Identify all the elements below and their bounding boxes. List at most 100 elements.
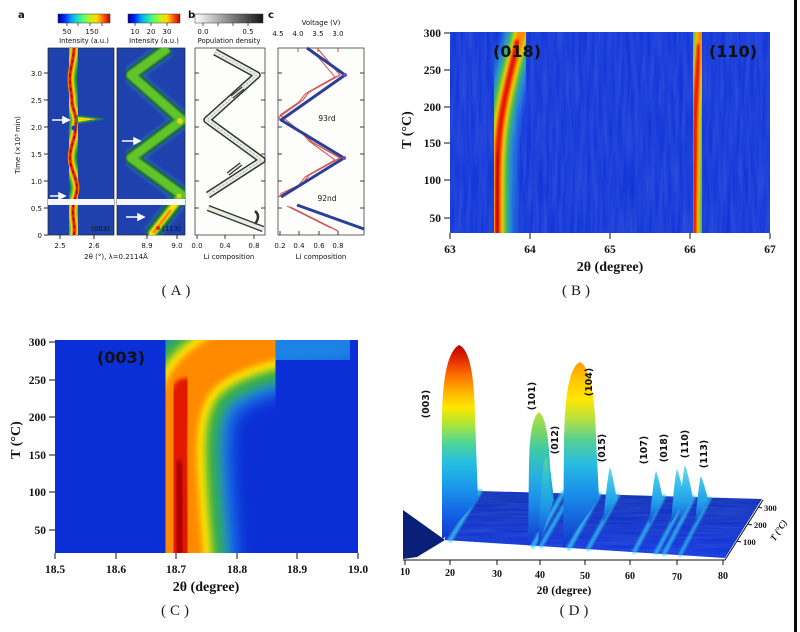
C-ytick-250: 250 <box>29 375 47 387</box>
population-colorbar <box>194 13 264 24</box>
population-tick-0.5: 0.5 <box>242 28 253 36</box>
heatmap-113-band <box>117 48 185 235</box>
electrochemistry-plot-background <box>277 47 365 236</box>
voltage-tick-4.5: 4.5 <box>272 30 283 38</box>
voltage-axis-label: Voltage (V) <box>302 19 341 27</box>
subpanel-c-label: c <box>268 10 274 21</box>
map2-x-ticks <box>146 235 178 239</box>
c-tick-0.8: 0.8 <box>332 242 343 250</box>
intensity-colorbar-2 <box>127 13 181 24</box>
C-ytick-150: 150 <box>29 450 47 462</box>
ridge-110 <box>679 465 693 521</box>
time-tick-3.0: 3.0 <box>31 70 42 78</box>
b-tick-0.0: 0.0 <box>191 242 202 250</box>
B-ytick-300: 300 <box>424 28 442 40</box>
caption-D: (D) <box>559 603 593 619</box>
population-side-ticks <box>195 72 265 239</box>
B-x-axis-label: 2θ (degree) <box>577 260 644 275</box>
voltage-tick-4.0: 4.0 <box>292 30 303 38</box>
D-depth-axis-label: T (°C) <box>768 518 789 543</box>
B-xtick-67: 67 <box>764 244 776 256</box>
C-ytick-200: 200 <box>29 412 47 424</box>
D-depth-tick-200: 200 <box>754 520 767 530</box>
D-xtick-40: 40 <box>535 570 545 581</box>
arrow-annotations-map1 <box>50 115 71 201</box>
time-tick-0.5: 0.5 <box>31 205 42 213</box>
time-tick-2.5: 2.5 <box>31 97 42 105</box>
B-y-ticks <box>444 32 450 219</box>
B-x-ticks <box>449 233 771 239</box>
B-xtick-66: 66 <box>684 244 696 256</box>
C-xtick-18.6: 18.6 <box>106 564 126 576</box>
time-tick-1.5: 1.5 <box>31 151 42 159</box>
c-side-ticks <box>278 72 364 235</box>
B-ytick-200: 200 <box>424 102 442 114</box>
C-x-ticks <box>54 553 359 559</box>
C-ytick-100: 100 <box>29 487 47 499</box>
intensity-colorbar-1 <box>57 13 111 24</box>
C-xtick-18.8: 18.8 <box>227 564 247 576</box>
panel-c-figure: (003) 300 250 200 150 100 50 18.5 18.6 1… <box>9 337 368 595</box>
c-tick-0.2: 0.2 <box>274 242 285 250</box>
colorbar-1-tick-150: 150 <box>85 28 98 36</box>
D-peak-label-012: (012) <box>550 426 561 455</box>
c-tick-0.4: 0.4 <box>293 242 305 250</box>
time-tick-0: 0 <box>38 232 42 240</box>
colorbar-2-tick-20: 20 <box>147 28 156 36</box>
caption-C: (C) <box>161 603 193 619</box>
curve-crossing-dot-upper <box>343 73 347 77</box>
b-tick-0.4: 0.4 <box>219 242 231 250</box>
population-tick-0.0: 0.0 <box>197 28 208 36</box>
D-peak-label-110: (110) <box>680 430 691 459</box>
D-xtick-80: 80 <box>718 571 728 582</box>
C-ytick-300: 300 <box>29 337 47 349</box>
D-x-axis-label: 2θ (degree) <box>537 585 592 597</box>
D-depth-axis-line <box>724 499 764 561</box>
C-xtick-18.5: 18.5 <box>45 564 65 576</box>
li-composition-curve <box>279 46 365 231</box>
subpanel-b-label: b <box>188 10 195 21</box>
D-depth-ticks <box>736 506 763 543</box>
D-xtick-50: 50 <box>580 571 590 582</box>
subpanel-a-label: a <box>18 10 25 21</box>
B-ytick-250: 250 <box>424 65 442 77</box>
D-x-ticks <box>404 560 724 565</box>
D-peak-label-104: (104) <box>584 368 595 397</box>
D-depth-tick-100: 100 <box>743 537 756 547</box>
D-xtick-60: 60 <box>625 571 635 582</box>
time-axis-ticks <box>44 72 48 236</box>
time-tick-2.0: 2.0 <box>31 124 42 132</box>
D-peak-label-018: (018) <box>659 434 670 463</box>
C-y-axis-label: T (°C) <box>9 421 24 459</box>
c-x-axis-label: Li composition <box>296 253 347 261</box>
B-ytick-150: 150 <box>424 138 442 150</box>
B-xtick-63: 63 <box>444 244 456 256</box>
D-xtick-30: 30 <box>492 569 502 580</box>
ridge-015 <box>603 467 617 522</box>
curve-crossing-dot-lower <box>342 156 346 160</box>
C-xtick-18.9: 18.9 <box>287 564 307 576</box>
C-xtick-18.7: 18.7 <box>166 564 186 576</box>
D-peak-label-015: (015) <box>597 434 608 463</box>
caption-B: (B) <box>562 283 594 299</box>
B-xtick-65: 65 <box>604 244 616 256</box>
time-axis-label: Time (×10³ min) <box>14 116 22 175</box>
voltage-tick-3.5: 3.5 <box>312 30 323 38</box>
D-xtick-10: 10 <box>400 567 410 578</box>
map1-tick-2.5: 2.5 <box>54 242 65 250</box>
B-xtick-64: 64 <box>524 244 536 256</box>
C-y-ticks <box>49 341 55 531</box>
colorbar-2-tick-30: 30 <box>163 28 172 36</box>
screenshot-right-edge-line <box>794 0 797 632</box>
b-x-axis-label: Li composition <box>204 253 255 261</box>
colorbar-2-tick-10: 10 <box>131 28 140 36</box>
diffraction-band-018 <box>482 32 537 233</box>
maps-x-axis-label: 2θ (°), λ=0.2114Å <box>84 252 148 261</box>
population-density-band <box>203 48 266 233</box>
D-peak-label-107: (107) <box>639 436 650 465</box>
population-colorbar-ticks <box>202 23 249 26</box>
peak-label-018: (018) <box>493 42 541 61</box>
B-ytick-100: 100 <box>424 175 442 187</box>
ridge-101 <box>528 412 554 546</box>
